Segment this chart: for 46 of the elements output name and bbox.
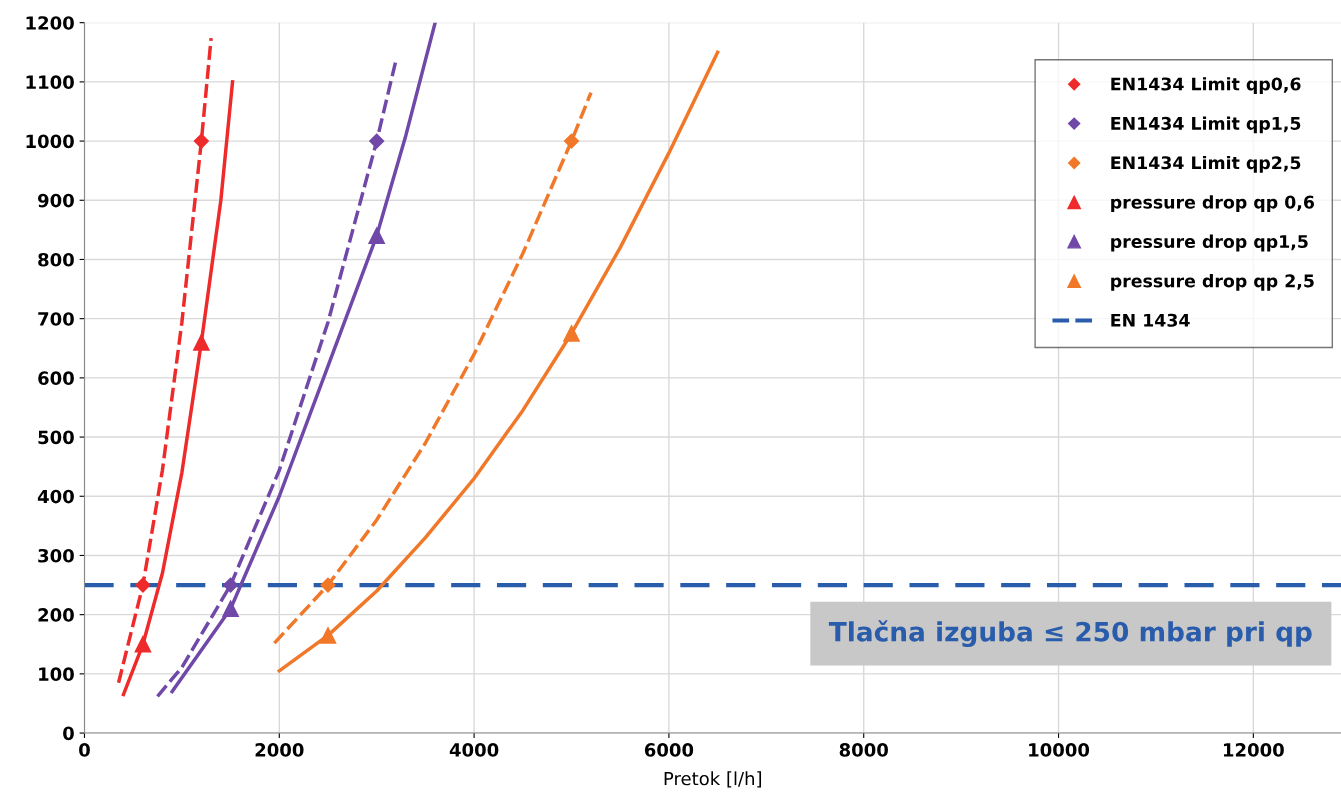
x-tick-label: 10000 (1029, 743, 1090, 757)
legend-label: EN 1434 (1111, 313, 1190, 327)
y-tick-label: 600 (38, 371, 74, 385)
y-tick-label: 0 (63, 726, 74, 741)
line-series (121, 80, 235, 697)
legend-label: pressure drop qp 2,5 (1111, 274, 1314, 291)
point (563, 325, 580, 342)
point (369, 133, 385, 149)
y-tick-label: 1200 (26, 16, 74, 30)
y-tick-label: 900 (38, 193, 74, 208)
x-tick-label: 8000 (839, 743, 888, 757)
point (368, 227, 386, 245)
line-series (277, 50, 720, 673)
x-tick-label: 6000 (644, 743, 694, 757)
y-tick-label: 500 (38, 430, 74, 445)
y-tick-label: 1100 (26, 75, 74, 89)
point (193, 133, 209, 149)
legend-label: EN1434 Limit qp0,6 (1111, 77, 1301, 94)
y-tick-label: 300 (38, 548, 74, 563)
point (134, 635, 152, 653)
y-tick-label: 700 (38, 312, 74, 326)
y-tick-label: 200 (38, 608, 74, 622)
point (320, 577, 336, 593)
line-series (272, 90, 593, 645)
line-series (170, 22, 437, 694)
x-tick-label: 2000 (255, 743, 304, 757)
point (135, 577, 151, 593)
legend-label: pressure drop qp 0,6 (1111, 195, 1315, 213)
point (193, 334, 210, 351)
y-tick-label: 1000 (26, 134, 74, 149)
x-axis-title: Pretok [l/h] (664, 771, 762, 788)
y-tick-label: 100 (39, 667, 74, 681)
x-tick-label: 0 (79, 743, 90, 757)
point (222, 600, 239, 618)
x-tick-label: 4000 (449, 743, 499, 757)
point (563, 133, 580, 149)
annotation: Tlačna izguba ≤ 250 mbar pri qp (828, 620, 1312, 647)
legend-label: pressure drop qp1,5 (1111, 234, 1308, 252)
y-tick-label: 400 (37, 489, 74, 504)
legend-label: EN1434 Limit qp1,5 (1111, 116, 1301, 134)
point (319, 627, 337, 644)
legend-label: EN1434 Limit qp2,5 (1111, 155, 1301, 173)
y-tick-label: 800 (38, 252, 74, 267)
line-series (116, 36, 213, 685)
point (223, 577, 239, 593)
x-tick-label: 12000 (1223, 743, 1284, 757)
